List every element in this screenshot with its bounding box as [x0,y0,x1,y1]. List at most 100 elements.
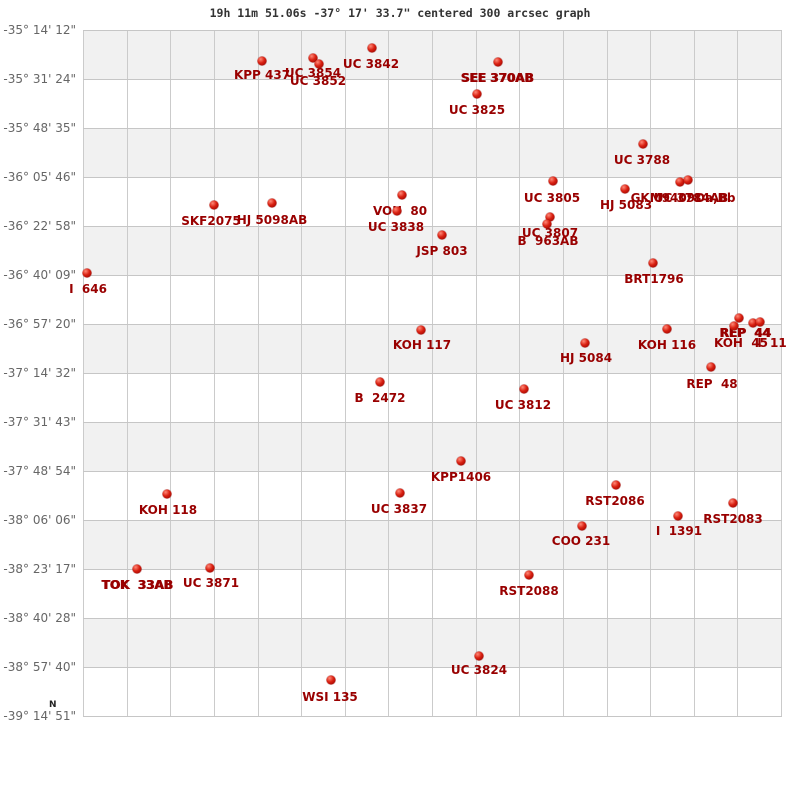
star-point [314,59,324,69]
star-point [648,258,658,268]
star-label: UC 3854 [284,66,342,80]
star-label: BRT1796 [624,272,684,286]
star-point [395,488,405,498]
star-label: RST2088 [499,584,559,598]
star-point [706,362,716,372]
star-label: KPP1406 [430,470,492,484]
y-axis-tick-label: -36° 40' 09" [3,268,76,282]
star-point [662,324,672,334]
gridline-horizontal [83,275,782,276]
star-point [416,325,426,335]
star-label: RST2086 [585,494,645,508]
gridline-horizontal [83,667,782,668]
star-point [638,139,648,149]
star-point [580,338,590,348]
star-label: KOH 118 [138,503,198,517]
star-label: GKM9409Da,Bb [630,191,736,205]
star-point [755,317,765,327]
star-point [620,184,630,194]
y-axis-tick-label: -36° 22' 58" [3,219,76,233]
star-label: SKF2075 [181,214,241,228]
star-label: HJ 5083 [599,198,653,212]
gridline-horizontal [83,520,782,521]
star-point [493,57,503,67]
star-point [734,313,744,323]
star-label: UC 3784AB [653,191,729,205]
star-label: KOH 116 [637,338,697,352]
star-label: KPP 437 [233,68,291,82]
star-point [162,489,172,499]
gridline-horizontal [83,177,782,178]
star-point [675,177,685,187]
star-label: SEE 370AB [460,71,534,85]
star-label: I 646 [69,282,107,296]
y-axis-tick-label: -37° 31' 43" [3,415,76,429]
star-label: UC 3812 [494,398,552,412]
star-point [267,198,277,208]
star-point [519,384,529,394]
y-axis-tick-label: -38° 40' 28" [3,611,76,625]
star-point [673,511,683,521]
star-point [82,268,92,278]
star-label: UC 3807 [521,226,579,240]
star-point [748,318,758,328]
star-label: UC 3788 [613,153,671,167]
star-point [542,219,552,229]
star-point [577,521,587,531]
y-axis-tick-label: -38° 06' 06" [3,513,76,527]
star-point [209,200,219,210]
star-label: UC 3837 [370,502,428,516]
y-axis-tick-label: -39° 14' 51" [3,709,76,723]
star-point [456,456,466,466]
star-point [375,377,385,387]
star-label: UC 3871 [182,576,240,590]
y-axis-tick-label: -38° 57' 40" [3,660,76,674]
y-axis-tick-label: -38° 23' 17" [3,562,76,576]
star-point [474,651,484,661]
gridline-horizontal [83,226,782,227]
star-point [611,480,621,490]
star-label: KOH 45 [713,336,769,350]
gridline-horizontal [83,324,782,325]
star-point [437,230,447,240]
y-axis-tick-label: -35° 31' 24" [3,72,76,86]
star-label: UC 3825 [448,103,506,117]
star-point [326,675,336,685]
star-label: B 963AB [517,234,579,248]
star-point [308,53,318,63]
star-label: UC 3805 [523,191,581,205]
gridline-horizontal [83,569,782,570]
star-point [548,176,558,186]
star-label: UC 3842 [342,57,400,71]
star-label: REP 48 [686,377,738,391]
y-axis-tick-label: -37° 14' 32" [3,366,76,380]
y-axis-tick-label: -37° 48' 54" [3,464,76,478]
y-axis-tick-label: -36° 05' 46" [3,170,76,184]
star-point [397,190,407,200]
star-label: B 2472 [354,391,406,405]
y-axis-tick-label: -35° 14' 12" [3,23,76,37]
gridline-horizontal [83,373,782,374]
star-point [524,570,534,580]
star-point [729,321,739,331]
star-label: I 1391 [655,524,703,538]
y-axis-tick-label: -35° 48' 35" [3,121,76,135]
star-label: HJ 5084 [559,351,613,365]
star-label: WSI 135 [302,690,358,704]
y-axis-tick-label: -36° 57' 20" [3,317,76,331]
star-point [132,564,142,574]
star-label: JSP 803 [416,244,468,258]
star-point [205,563,215,573]
star-label: UC 3824 [450,663,508,677]
gridline-horizontal [83,30,782,31]
chart-title: 19h 11m 51.06s -37° 17' 33.7" centered 3… [209,6,591,20]
star-label: RST2083 [703,512,763,526]
star-label: HJ 5098AB [236,213,308,227]
star-label: UC 3838 [367,220,425,234]
gridline-horizontal [83,79,782,80]
star-point [545,212,555,222]
star-label: UC 3852 [289,74,347,88]
gridline-horizontal [83,422,782,423]
